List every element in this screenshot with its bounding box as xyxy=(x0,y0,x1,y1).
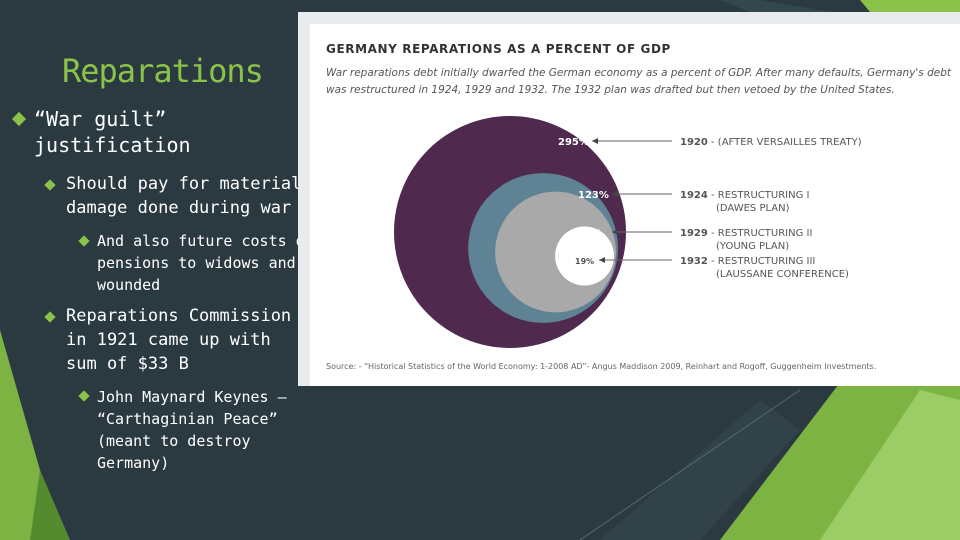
dark-shard-bottom xyxy=(600,400,800,540)
bubble-1932 xyxy=(555,226,614,286)
desc-sublabel-1924: (DAWES PLAN) xyxy=(716,203,790,214)
desc-label-1920: - (AFTER VERSAILLES TREATY) xyxy=(711,137,862,148)
desc-label-1924: - RESTRUCTURING I xyxy=(711,190,809,201)
desc-label-1932: - RESTRUCTURING III xyxy=(711,256,815,267)
bullet-5-line-3: (meant to destroy xyxy=(97,432,251,450)
bullet-5: John Maynard Keynes – “Carthaginian Peac… xyxy=(97,386,287,474)
bubble-chart: 295% 1920- (AFTER VERSAILLES TREATY) 123% 1… xyxy=(394,116,862,348)
bullet-3-line-3: wounded xyxy=(97,276,161,294)
arrowhead-1932 xyxy=(599,257,605,263)
value-label-1929: 80% xyxy=(578,228,602,239)
year-label-1932: 1932 xyxy=(680,256,708,267)
figure-source: Source: - “Historical Statistics of the … xyxy=(326,362,877,371)
bullet-1: “War guilt” justification xyxy=(34,106,191,158)
bullet-5-line-4: Germany) xyxy=(97,454,170,472)
accent-line xyxy=(579,389,801,540)
arrowhead-1924 xyxy=(612,191,618,197)
value-label-1932: 19% xyxy=(575,257,594,266)
bullet-2: Should pay for material damage done duri… xyxy=(66,172,301,220)
green-shard-left-2 xyxy=(30,470,70,540)
year-label-1929: 1929 xyxy=(680,228,708,239)
desc-sublabel-1932: (LAUSSANE CONFERENCE) xyxy=(716,269,849,280)
bullet-4-line-2: in 1921 came up with xyxy=(66,330,271,350)
arrowhead-1920 xyxy=(592,138,598,144)
green-shard-bottom-right-2 xyxy=(820,390,960,540)
desc-sublabel-1929: (YOUNG PLAN) xyxy=(716,241,789,252)
year-label-1924: 1924 xyxy=(680,190,708,201)
bullet-3-line-2: pensions to widows and xyxy=(97,254,296,272)
figure-subtitle: War reparations debt initially dwarfed t… xyxy=(326,67,952,96)
bullet-4-line-1: Reparations Commission xyxy=(66,306,292,326)
bullet-1-line-1: “War guilt” xyxy=(34,107,167,131)
value-label-1924: 123% xyxy=(578,190,609,201)
bullet-2-line-2: damage done during war xyxy=(66,198,292,218)
year-label-1920: 1920 xyxy=(680,137,708,148)
reparations-figure: GERMANY REPARATIONS AS A PERCENT OF GDP … xyxy=(310,24,960,386)
desc-label-1929: - RESTRUCTURING II xyxy=(711,228,812,239)
value-label-1920: 295% xyxy=(558,137,589,148)
bullet-5-line-2: “Carthaginian Peace” xyxy=(97,410,278,428)
bullet-3: And also future costs of pensions to wid… xyxy=(97,230,314,296)
bullet-4: Reparations Commission in 1921 came up w… xyxy=(66,304,291,376)
bullet-1-line-2: justification xyxy=(34,133,191,157)
arrowhead-1929 xyxy=(612,229,618,235)
bullet-5-line-1: John Maynard Keynes – xyxy=(97,388,287,406)
slide-title: Reparations xyxy=(62,52,264,90)
bullet-3-line-1: And also future costs of xyxy=(97,232,314,250)
bullet-2-line-1: Should pay for material xyxy=(66,174,302,194)
bullet-4-line-3: sum of $33 B xyxy=(66,354,189,374)
figure-title: GERMANY REPARATIONS AS A PERCENT OF GDP xyxy=(326,42,671,56)
